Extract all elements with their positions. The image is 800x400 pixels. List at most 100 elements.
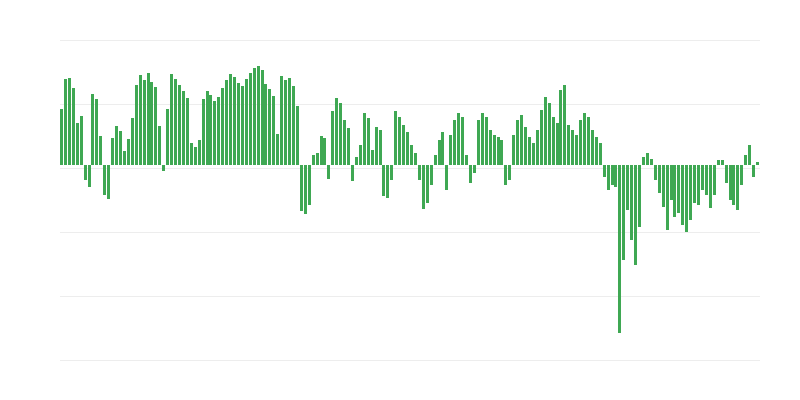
bar: [740, 165, 744, 185]
bar: [728, 165, 732, 200]
bar: [63, 79, 67, 165]
bar: [492, 135, 496, 165]
bar: [598, 143, 602, 165]
bar: [122, 151, 126, 165]
bar: [512, 135, 516, 165]
gridline: [60, 104, 760, 105]
bar: [697, 165, 701, 205]
bar: [331, 111, 335, 165]
bar: [347, 128, 351, 165]
bar: [693, 165, 697, 203]
bar: [370, 150, 374, 165]
bar: [461, 117, 465, 165]
bar: [276, 134, 280, 165]
bar: [472, 165, 476, 173]
bar: [681, 165, 685, 225]
bar: [500, 140, 504, 165]
bar: [201, 99, 205, 165]
bar: [508, 165, 512, 180]
bar: [677, 165, 681, 213]
bar: [567, 125, 571, 165]
bar: [115, 126, 119, 165]
bar: [126, 139, 130, 165]
bar: [543, 97, 547, 165]
bar: [744, 155, 748, 165]
bar: [240, 86, 244, 165]
bar: [390, 165, 394, 180]
gridline: [60, 168, 760, 169]
bar: [520, 115, 524, 165]
bar: [75, 123, 79, 165]
bar: [99, 136, 103, 165]
gridline: [60, 40, 760, 41]
bar: [594, 137, 598, 165]
bar: [292, 86, 296, 165]
bar: [634, 165, 638, 265]
bar: [712, 165, 716, 195]
bar: [158, 126, 162, 165]
gridline: [60, 232, 760, 233]
bar: [480, 113, 484, 165]
bar: [260, 70, 264, 165]
bar: [272, 96, 276, 165]
bar: [421, 165, 425, 209]
bar: [87, 165, 91, 187]
bar: [575, 135, 579, 165]
bar: [645, 153, 649, 165]
bar: [488, 130, 492, 165]
bar: [756, 162, 760, 165]
bar: [130, 118, 134, 165]
bar: [622, 165, 626, 260]
bar: [653, 165, 657, 180]
bar: [406, 132, 410, 165]
bar: [465, 155, 469, 165]
bar: [315, 153, 319, 165]
bar: [504, 165, 508, 185]
bar: [83, 165, 87, 180]
bar: [736, 165, 740, 210]
bar: [748, 145, 752, 165]
bar: [91, 94, 95, 165]
bar: [642, 157, 646, 165]
bar: [496, 137, 500, 165]
bar: [382, 165, 386, 196]
bar: [71, 88, 75, 165]
bar: [417, 165, 421, 180]
bar: [107, 165, 111, 199]
bar: [217, 97, 221, 165]
bar: [630, 165, 634, 240]
bar: [118, 131, 122, 165]
bar: [374, 127, 378, 165]
bar: [410, 145, 413, 165]
gridline: [60, 296, 760, 297]
bar: [288, 78, 292, 165]
bar: [323, 138, 327, 165]
bar: [366, 118, 370, 165]
bar: [665, 165, 669, 230]
bar: [531, 143, 535, 165]
bar: [708, 165, 712, 208]
bar: [724, 165, 728, 183]
gridline: [60, 360, 760, 361]
bar: [583, 113, 587, 165]
bar: [343, 120, 347, 165]
bar: [358, 145, 362, 165]
bar: [95, 99, 99, 165]
bar: [295, 106, 299, 165]
bar: [563, 85, 567, 165]
bar: [146, 73, 150, 165]
bar: [177, 85, 181, 165]
bar: [111, 138, 115, 165]
bar: [449, 135, 453, 165]
bar: [339, 103, 343, 165]
bar: [398, 117, 402, 165]
bar: [162, 165, 166, 171]
bar: [303, 165, 307, 214]
bar: [614, 165, 618, 187]
bar: [386, 165, 390, 198]
bar: [524, 127, 528, 165]
bar: [516, 120, 520, 165]
bar: [311, 155, 315, 165]
bar: [441, 132, 445, 165]
